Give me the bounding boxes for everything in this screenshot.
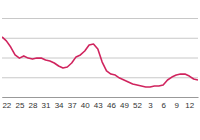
x-tick-label: 6 <box>161 101 166 110</box>
x-tick: 43 <box>94 97 103 110</box>
x-axis-line <box>3 97 199 98</box>
x-tick: 3 <box>148 97 153 110</box>
x-tick-label: 12 <box>185 101 194 110</box>
y-tick <box>2 38 198 39</box>
x-tick-label: 9 <box>174 101 179 110</box>
x-tick: 37 <box>68 97 77 110</box>
x-tick-label: 22 <box>2 101 11 110</box>
x-tick-label: 3 <box>148 101 153 110</box>
x-tick: 12 <box>185 97 194 110</box>
x-tick-label: 46 <box>107 101 116 110</box>
x-tick: 25 <box>15 97 24 110</box>
x-tick: 31 <box>42 97 51 110</box>
y-tick <box>2 97 198 98</box>
grid-line <box>2 38 198 39</box>
chart: 22 25 28 31 34 37 40 43 46 49 52 369 12 <box>0 0 200 140</box>
x-tick-label: 34 <box>55 101 64 110</box>
x-tick: 40 <box>81 97 90 110</box>
x-tick-label: 28 <box>29 101 38 110</box>
x-tick: 22 <box>2 97 11 110</box>
x-tick: 52 <box>133 97 142 110</box>
x-tick: 49 <box>120 97 129 110</box>
y-axis <box>2 19 198 98</box>
y-tick <box>2 18 198 19</box>
grid-line <box>2 77 198 78</box>
x-tick: 46 <box>107 97 116 110</box>
marks <box>2 37 198 87</box>
x-tick-label: 37 <box>68 101 77 110</box>
x-tick-label: 43 <box>94 101 103 110</box>
grid-line <box>2 97 198 98</box>
x-tick: 9 <box>174 97 179 110</box>
y-tick <box>2 77 198 78</box>
x-tick-label: 31 <box>42 101 51 110</box>
x-tick-label: 49 <box>120 101 129 110</box>
grid-line <box>2 18 198 19</box>
x-tick: 34 <box>55 97 64 110</box>
x-tick-label: 25 <box>15 101 24 110</box>
data-line <box>2 37 198 87</box>
plot: 22 25 28 31 34 37 40 43 46 49 52 369 12 <box>2 19 199 110</box>
x-tick-label: 40 <box>81 101 90 110</box>
x-tick: 6 <box>161 97 166 110</box>
x-axis: 22 25 28 31 34 37 40 43 46 49 52 369 12 <box>2 97 198 110</box>
x-tick: 28 <box>29 97 38 110</box>
x-tick-label: 52 <box>133 101 142 110</box>
